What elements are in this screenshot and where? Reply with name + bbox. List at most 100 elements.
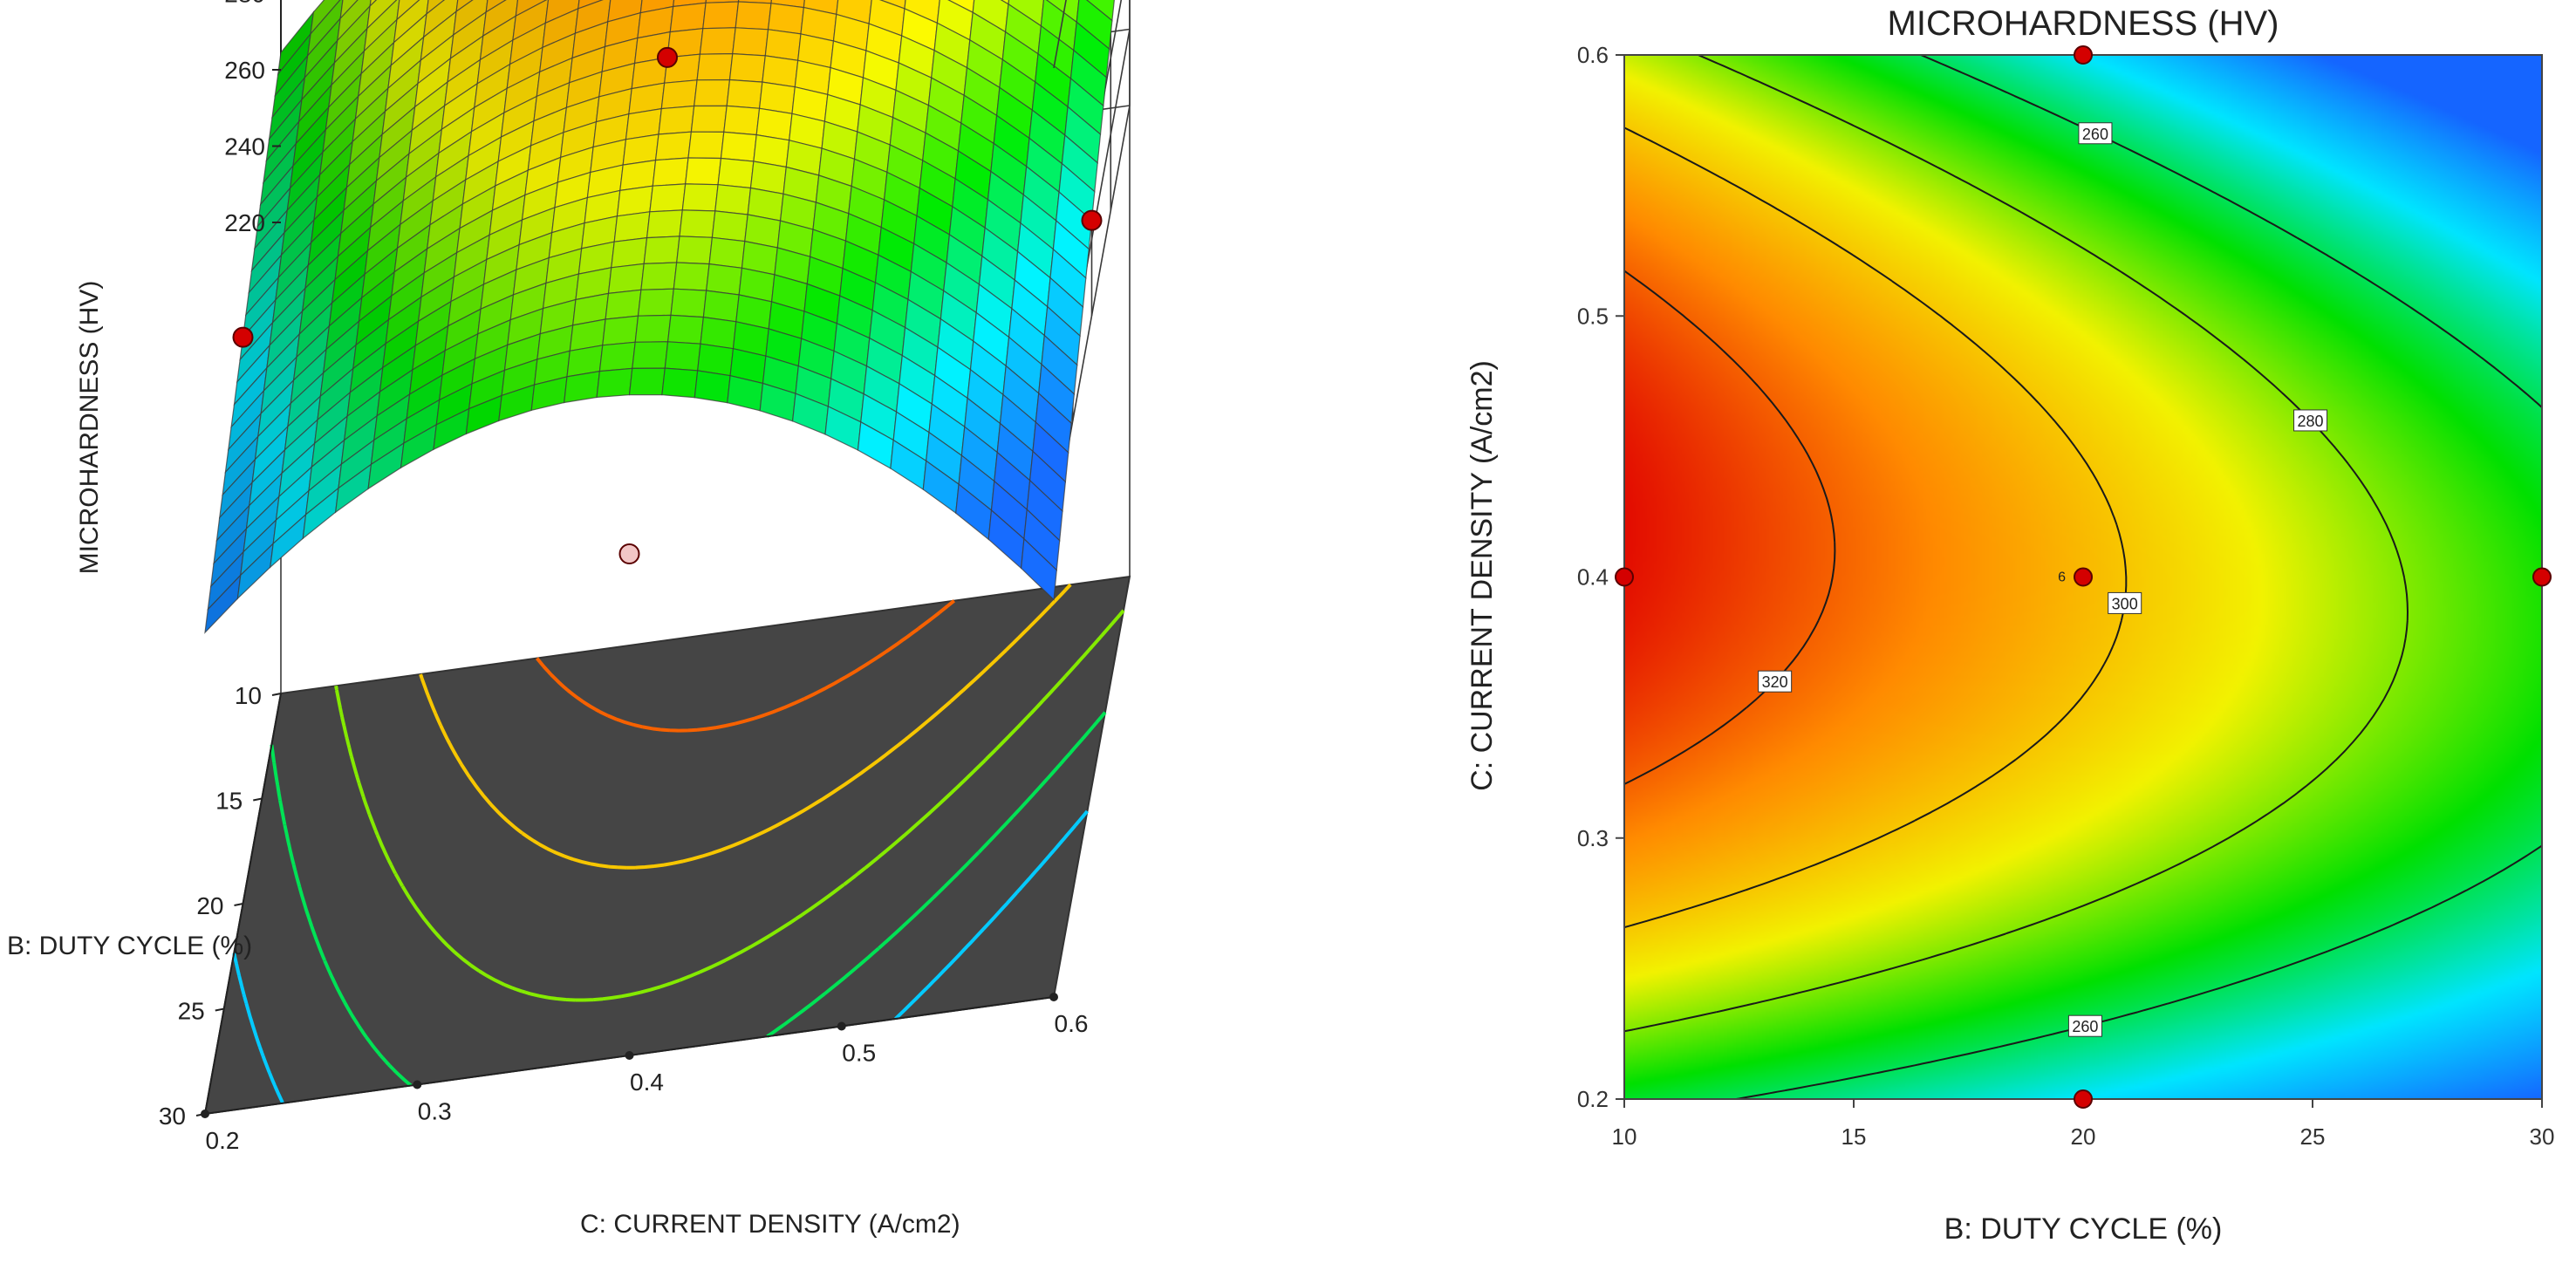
surface-cell (699, 27, 736, 55)
contour-label-box (2108, 591, 2142, 614)
surface-cell (696, 52, 734, 81)
y-tick-mark (253, 797, 263, 802)
surface-cell (649, 183, 687, 213)
contour-chart: MICROHARDNESS (HV) 10 15 20 25 30 0.60.50.40… (1466, 4, 2555, 1246)
x-tick-mark (625, 1051, 634, 1060)
surface-cell (702, 290, 740, 323)
surface-design-points (232, 46, 1103, 564)
surface-cell (640, 262, 678, 290)
surface-cell (611, 236, 648, 269)
surface-cell (628, 367, 666, 396)
contour-line-280 (1624, 55, 2409, 1033)
y-tick-mark (271, 693, 282, 696)
surface-cell (697, 343, 735, 377)
contour-label-300: 300 (2112, 595, 2138, 612)
surface-design-point (1081, 209, 1103, 231)
floor-contour-300 (419, 583, 1072, 870)
surface-cell (613, 211, 651, 242)
y-tick-label: 0.2 (1577, 1086, 1609, 1112)
x-tick-label: 0.2 (206, 1127, 240, 1154)
surface-cell (607, 263, 645, 295)
surface-cell (660, 79, 698, 110)
contour-label-box (1758, 670, 1793, 693)
surface-cell (676, 236, 714, 265)
surface-cell (632, 341, 669, 370)
contour-level-labels: 320 300 280 260 260 (1758, 122, 2328, 1037)
x-tick-label: 30 (2530, 1123, 2555, 1150)
surface-cell (654, 131, 693, 161)
contour-x-ticks: 10 15 20 25 30 (1612, 1099, 2555, 1150)
surface-3d-chart: 34032030028026024022010152025300.20.30.4… (7, 0, 1131, 1239)
design-point (2074, 1089, 2093, 1109)
surface-cell (634, 314, 672, 343)
surface-cell (602, 315, 639, 346)
surface-cell (681, 183, 719, 212)
surface-cell (685, 157, 722, 186)
surface-cell (1020, 537, 1057, 601)
surface-cell (670, 288, 707, 318)
contour-y-axis-label: C: CURRENT DENSITY (A/cm2) (1466, 360, 1499, 791)
surface-cell (767, 3, 805, 35)
design-point (2074, 567, 2093, 587)
y-tick-label: 20 (196, 892, 223, 919)
surface-cell (700, 316, 737, 350)
y-tick-label: 0.6 (1577, 42, 1609, 68)
surface-cell (666, 314, 705, 345)
contour-label-260: 260 (2082, 126, 2108, 143)
surface-cell (711, 210, 748, 242)
surface-cell (664, 341, 701, 372)
surface-cell (723, 105, 761, 136)
contour-y-ticks: 0.6 0.5 0.4 0.3 0.2 (1577, 42, 1624, 1112)
contour-label-box (2067, 1014, 2102, 1037)
surface-cell (706, 263, 743, 296)
surface-cell (598, 341, 636, 372)
floor-contour-320 (535, 599, 956, 733)
x-tick-label: 20 (2071, 1123, 2096, 1150)
surface-cell (728, 52, 766, 83)
surface-floor (203, 575, 1131, 1116)
surface-cell (764, 29, 802, 61)
surface-design-point (618, 543, 640, 564)
surface-design-point (657, 46, 678, 68)
x-tick-label: 10 (1612, 1123, 1637, 1150)
surface-cell (762, 55, 799, 88)
surface-cell (643, 236, 680, 265)
design-point (2532, 567, 2552, 587)
surface-cell (687, 131, 725, 160)
surface-cell (694, 79, 731, 107)
surface-cell (646, 209, 683, 239)
x-axis-label: C: CURRENT DENSITY (A/cm2) (580, 1210, 960, 1239)
x-tick-label: 25 (2300, 1123, 2326, 1150)
contour-line-300 (1624, 126, 2128, 929)
z-tick-label: 220 (224, 209, 265, 236)
y-axis-label: B: DUTY CYCLE (%) (7, 932, 252, 960)
x-tick-label: 0.6 (1055, 1010, 1089, 1037)
contour-label-280: 280 (2298, 413, 2324, 430)
surface-cell (652, 157, 689, 187)
y-tick-label: 15 (215, 788, 243, 815)
x-tick-label: 0.4 (630, 1069, 664, 1096)
y-tick-label: 10 (235, 682, 262, 709)
surface-cell (515, 0, 548, 17)
x-tick-label: 0.5 (842, 1040, 876, 1067)
x-tick-mark (413, 1080, 422, 1089)
z-tick-label: 240 (224, 133, 265, 160)
contour-line-320 (1624, 270, 1836, 785)
y-tick-label: 25 (178, 998, 205, 1025)
surface-cell (714, 184, 752, 215)
surface-cell (717, 157, 755, 189)
surface-cell (564, 370, 601, 404)
surface-cell (605, 289, 642, 320)
y-tick-mark (215, 1007, 224, 1012)
surface-cell (690, 105, 728, 133)
contour-lines (1624, 55, 2542, 1099)
surface-cell (673, 262, 710, 291)
surface-cell (708, 236, 746, 269)
contour-title: MICROHARDNESS (HV) (1888, 4, 2279, 43)
z-tick-label: 260 (224, 57, 265, 84)
design-point-label: 6 (2058, 570, 2066, 585)
surface-cell (669, 2, 707, 33)
surface-cell (735, 1, 772, 31)
surface-cell (637, 288, 674, 317)
surface-cell (694, 370, 731, 404)
